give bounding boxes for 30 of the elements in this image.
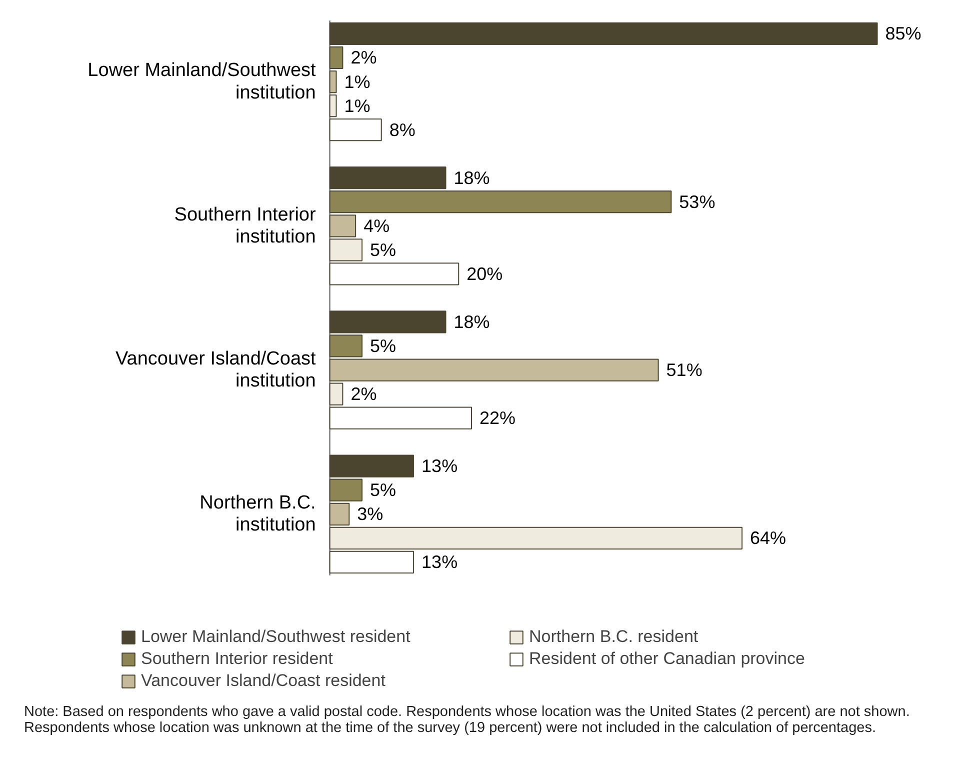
legend-label: Lower Mainland/Southwest resident xyxy=(141,627,412,647)
data-label: 13% xyxy=(422,456,458,476)
y-tick-label: Vancouver Island/Coast institution xyxy=(116,348,317,392)
data-label: 2% xyxy=(350,384,377,404)
data-label: 18% xyxy=(454,168,490,188)
data-label: 4% xyxy=(364,216,390,236)
data-label: 53% xyxy=(679,192,716,212)
data-label: 20% xyxy=(466,264,503,284)
data-label: 85% xyxy=(885,24,922,44)
y-tick-label: Northern B.C. institution xyxy=(200,492,316,536)
data-label: 5% xyxy=(370,240,396,260)
legend-label: Southern Interior resident xyxy=(141,649,334,669)
y-tick-label: Lower Mainland/Southwest institution xyxy=(88,60,317,104)
legend-label: Resident of other Canadian province xyxy=(529,649,806,669)
data-label: 5% xyxy=(370,336,396,356)
data-label: 1% xyxy=(344,72,370,92)
y-tick-label: Southern Interior institution xyxy=(174,204,316,248)
data-label: 8% xyxy=(389,120,416,140)
legend-label: Northern B.C. resident xyxy=(529,627,700,647)
legend-label: Vancouver Island/Coast resident xyxy=(141,671,386,691)
data-label: 22% xyxy=(480,408,516,428)
data-label: 18% xyxy=(454,312,490,332)
data-label: 13% xyxy=(422,552,458,572)
text: Note: Based on respondents who gave a valid postal code. Respondents whose location was the United States (2 percent) are not shown. Respondents whose location was unknown at the time of the survey (19 percent) were not included in the calculation of percentages. xyxy=(24,704,911,737)
data-label: 1% xyxy=(344,96,370,116)
data-label: 5% xyxy=(370,480,396,500)
data-label: 3% xyxy=(357,504,384,524)
data-label: 64% xyxy=(750,528,786,548)
data-label: 51% xyxy=(666,360,702,380)
data-label: 2% xyxy=(350,48,377,68)
